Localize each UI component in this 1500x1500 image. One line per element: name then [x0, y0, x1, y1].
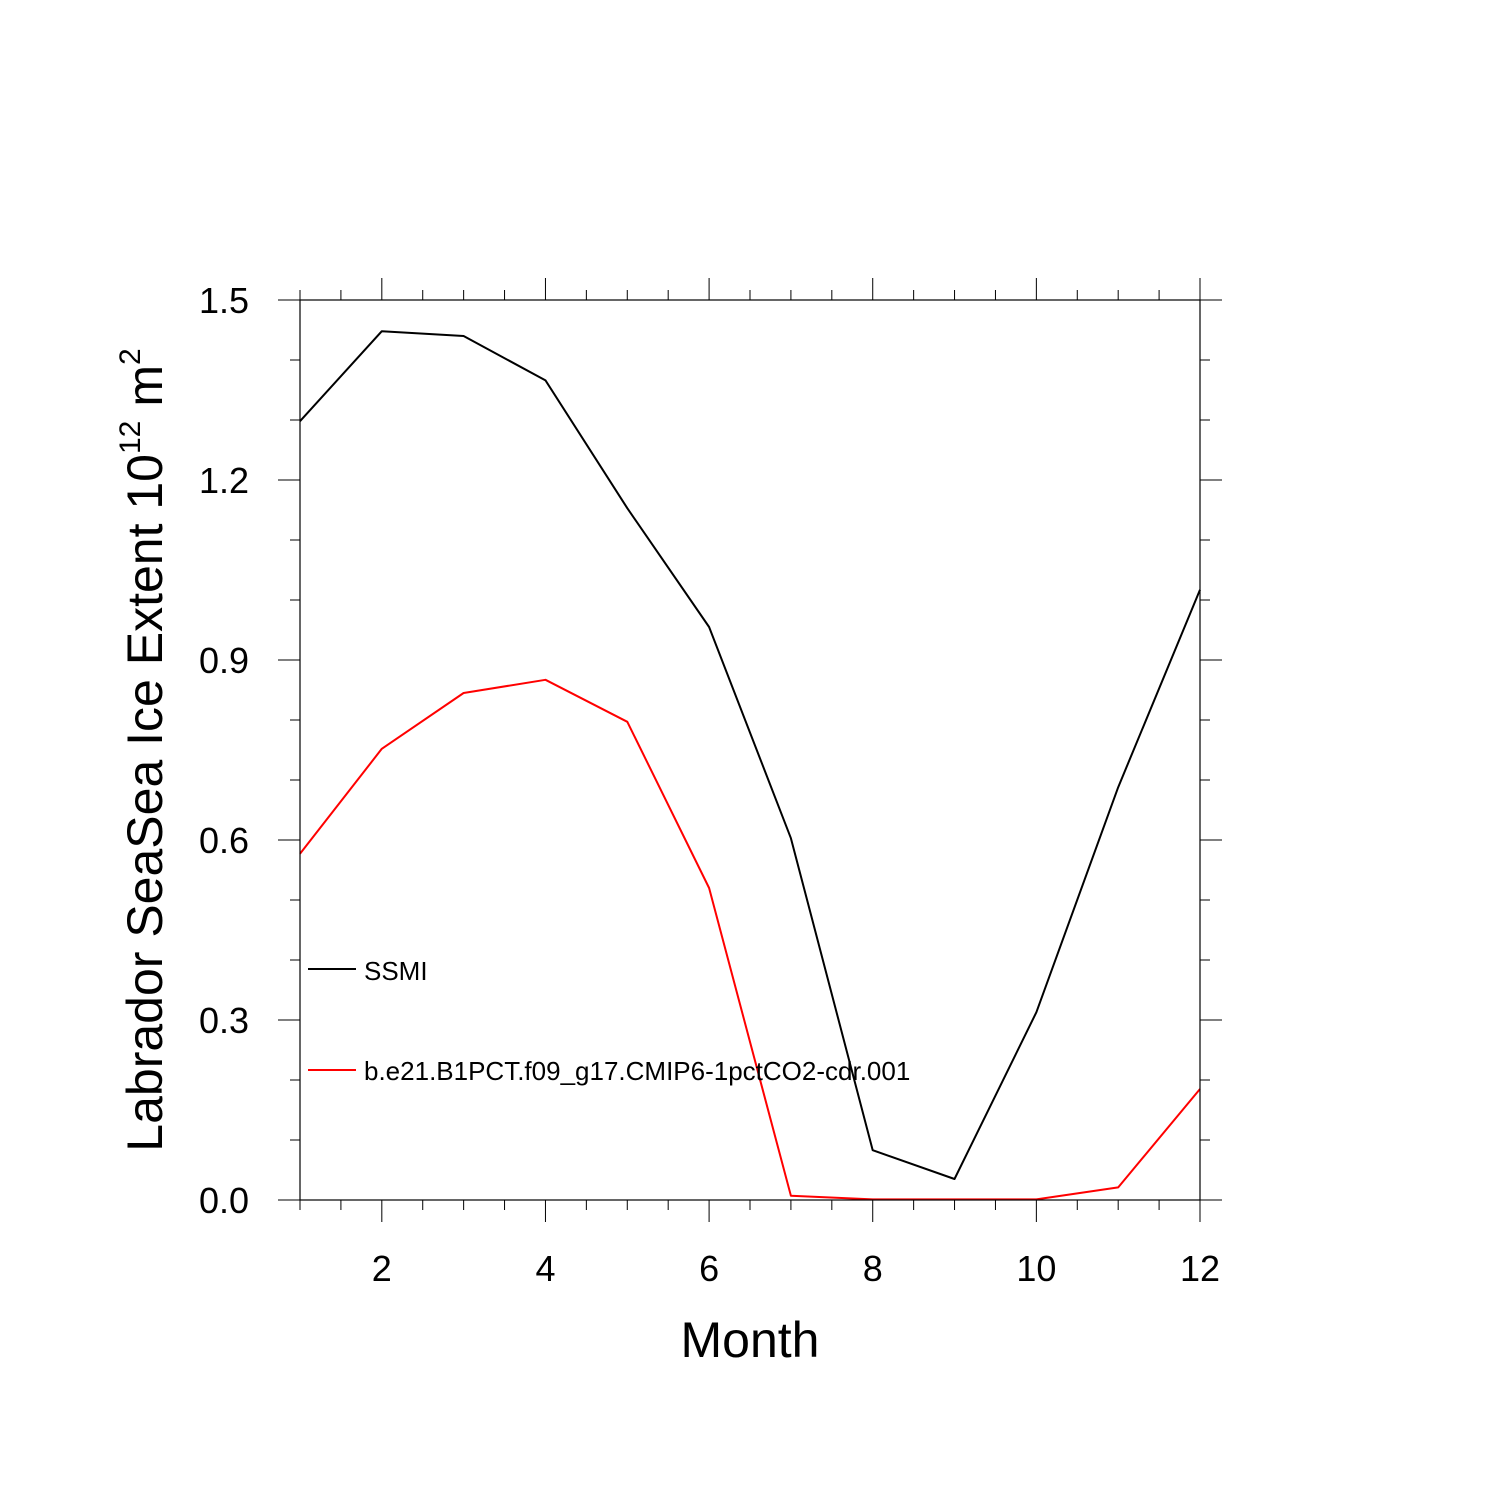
y-axis-label-unit-exp: 2 — [114, 348, 147, 365]
y-axis-label-exp: 12 — [114, 421, 147, 454]
x-tick-label: 4 — [535, 1248, 555, 1289]
y-tick-label: 0.0 — [199, 1180, 249, 1221]
legend: SSMI b.e21.B1PCT.f09_g17.CMIP6-1pctCO2-c… — [308, 956, 910, 1086]
legend-label-model: b.e21.B1PCT.f09_g17.CMIP6-1pctCO2-cdr.00… — [364, 1056, 910, 1086]
y-tick-label: 0.6 — [199, 820, 249, 861]
y-tick-label: 0.3 — [199, 1000, 249, 1041]
major-ticks — [278, 278, 1222, 1222]
plot-frame — [299, 299, 1201, 1201]
series-line-ssmi — [299, 330, 1201, 1180]
y-axis-label-unit: m — [117, 365, 173, 407]
y-axis-label: Labrador SeaSea Ice Extent 1012 m2 — [114, 348, 173, 1151]
series-line-model — [299, 678, 1201, 1201]
y-tick-label: 1.2 — [199, 460, 249, 501]
minor-ticks — [290, 290, 1210, 1210]
x-tick-label: 8 — [863, 1248, 883, 1289]
x-tick-label: 12 — [1180, 1248, 1220, 1289]
series-lines — [299, 330, 1201, 1201]
y-tick-label: 1.5 — [199, 280, 249, 321]
x-axis-label: Month — [681, 1312, 820, 1368]
y-axis-label-main: Labrador SeaSea Ice Extent 10 — [117, 454, 173, 1152]
x-tick-label: 10 — [1016, 1248, 1056, 1289]
x-tick-labels: 2 4 6 8 10 12 — [372, 1248, 1220, 1289]
y-tick-labels: 0.0 0.3 0.6 0.9 1.2 1.5 — [199, 280, 249, 1221]
y-tick-label: 0.9 — [199, 640, 249, 681]
x-tick-label: 2 — [372, 1248, 392, 1289]
legend-label-ssmi: SSMI — [364, 956, 428, 986]
x-tick-label: 6 — [699, 1248, 719, 1289]
